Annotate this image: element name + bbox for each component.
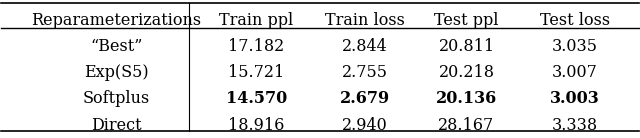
Text: 3.035: 3.035 — [552, 38, 598, 55]
Text: 14.570: 14.570 — [226, 90, 287, 108]
Text: 20.136: 20.136 — [436, 90, 497, 108]
Text: 2.844: 2.844 — [342, 38, 387, 55]
Text: 2.755: 2.755 — [342, 64, 388, 81]
Text: Direct: Direct — [91, 117, 141, 134]
Text: Test ppl: Test ppl — [435, 12, 499, 29]
Text: Softplus: Softplus — [83, 90, 150, 108]
Text: Test loss: Test loss — [540, 12, 610, 29]
Text: 2.679: 2.679 — [340, 90, 390, 108]
Text: 28.167: 28.167 — [438, 117, 495, 134]
Text: 17.182: 17.182 — [228, 38, 284, 55]
Text: 18.916: 18.916 — [228, 117, 284, 134]
Text: 20.811: 20.811 — [438, 38, 495, 55]
Text: Train loss: Train loss — [324, 12, 404, 29]
Text: Train ppl: Train ppl — [219, 12, 293, 29]
Text: 3.338: 3.338 — [552, 117, 598, 134]
Text: 3.007: 3.007 — [552, 64, 598, 81]
Text: Reparameterizations: Reparameterizations — [31, 12, 201, 29]
Text: Exp(S5): Exp(S5) — [84, 64, 148, 81]
Text: 20.218: 20.218 — [438, 64, 495, 81]
Text: 15.721: 15.721 — [228, 64, 284, 81]
Text: 3.003: 3.003 — [550, 90, 600, 108]
Text: “Best”: “Best” — [90, 38, 142, 55]
Text: 2.940: 2.940 — [342, 117, 387, 134]
